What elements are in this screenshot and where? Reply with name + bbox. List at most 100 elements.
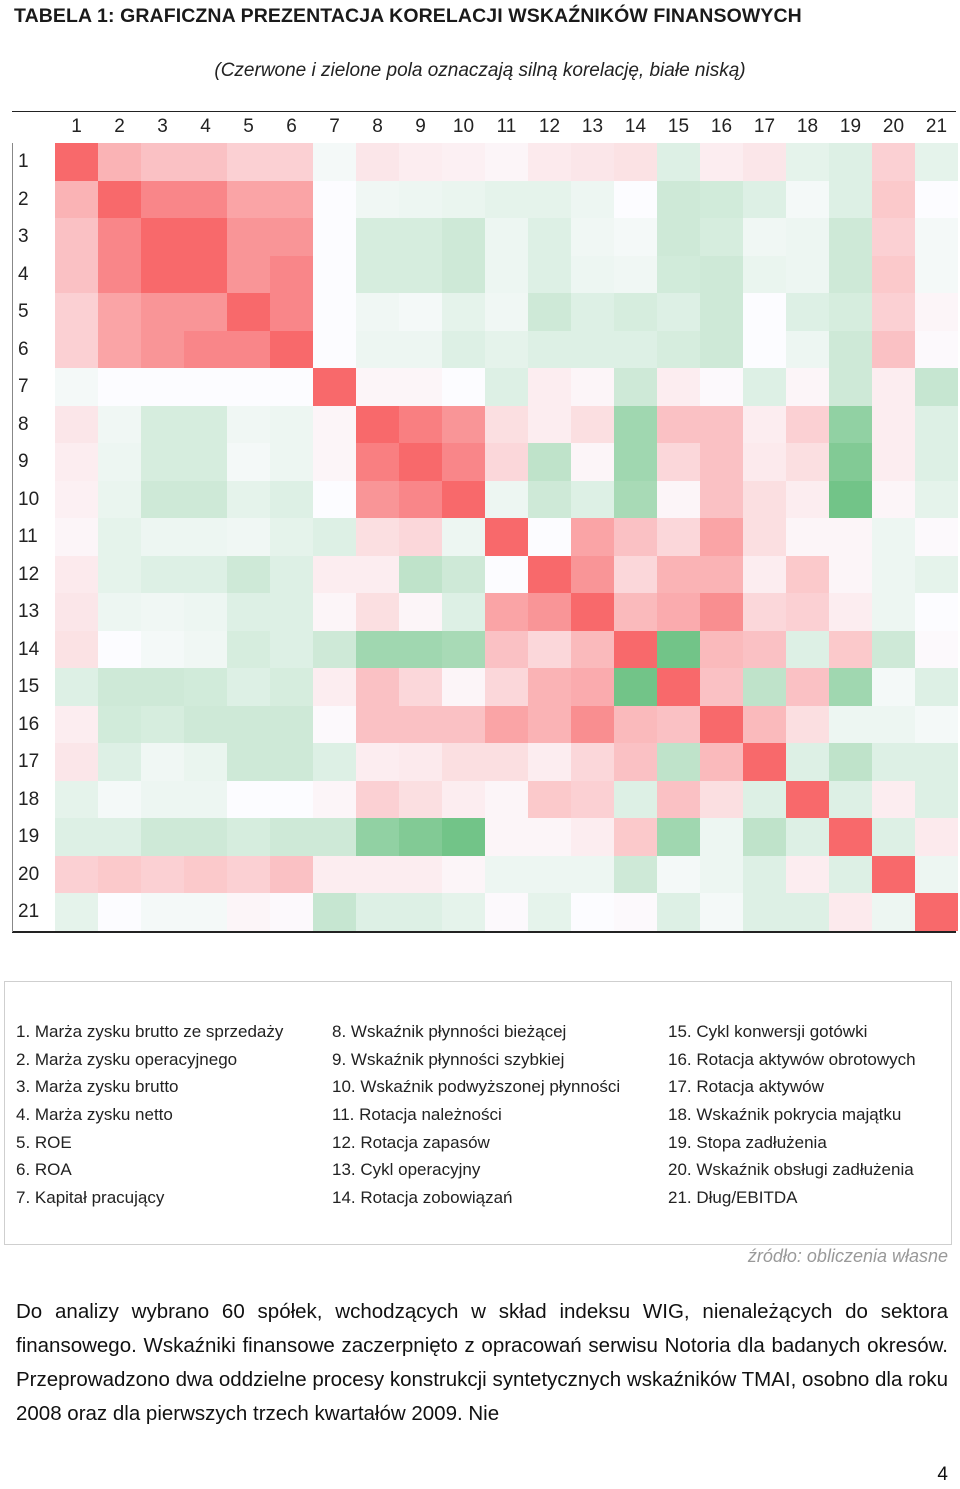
heatmap-cell xyxy=(571,480,614,519)
heatmap-cell xyxy=(442,668,485,706)
heatmap-cell xyxy=(356,855,399,894)
legend-item: 15. Cykl konwersji gotówki xyxy=(668,1022,868,1041)
heatmap-cell xyxy=(141,218,184,256)
heatmap-cell xyxy=(571,630,614,669)
heatmap-cell xyxy=(485,555,528,594)
column-header: 10 xyxy=(452,116,475,137)
column-header: 17 xyxy=(753,116,776,137)
heatmap-cell xyxy=(399,518,442,556)
heatmap-cell xyxy=(786,405,829,444)
row-header: 4 xyxy=(18,263,29,285)
heatmap-cell xyxy=(700,593,743,631)
heatmap-cell xyxy=(442,630,485,669)
heatmap-cell xyxy=(442,218,485,256)
heatmap-cell xyxy=(528,630,571,669)
heatmap-cell xyxy=(614,180,657,219)
heatmap-cell xyxy=(313,855,356,894)
heatmap-cell xyxy=(141,180,184,219)
heatmap-cell xyxy=(528,555,571,594)
heatmap-cell xyxy=(55,555,98,594)
column-header: 3 xyxy=(157,116,168,137)
heatmap-cell xyxy=(700,293,743,331)
column-header: 8 xyxy=(372,116,383,137)
heatmap-cell xyxy=(743,818,786,856)
heatmap-cell xyxy=(614,255,657,294)
heatmap-cell xyxy=(184,893,227,931)
heatmap-cell xyxy=(528,368,571,406)
heatmap-cell xyxy=(399,143,442,181)
heatmap-cell xyxy=(528,180,571,219)
heatmap-cell xyxy=(786,518,829,556)
heatmap-cell xyxy=(657,780,700,819)
heatmap-cell xyxy=(485,743,528,781)
heatmap-cell xyxy=(227,893,270,931)
heatmap-cell xyxy=(442,705,485,744)
heatmap-cell xyxy=(141,555,184,594)
heatmap-cell xyxy=(270,855,313,894)
heatmap-cell xyxy=(571,443,614,481)
heatmap-cell xyxy=(614,818,657,856)
heatmap-cell xyxy=(614,630,657,669)
heatmap-cell xyxy=(442,518,485,556)
heatmap-cell xyxy=(743,255,786,294)
legend-item: 21. Dług/EBITDA xyxy=(668,1188,798,1208)
heatmap-cell xyxy=(184,743,227,781)
legend-item: 10. Wskaźnik podwyższonej płynności xyxy=(332,1077,621,1097)
heatmap-cell xyxy=(356,143,399,181)
heatmap-cell xyxy=(442,405,485,444)
heatmap-cell xyxy=(485,330,528,369)
heatmap-cell xyxy=(399,668,442,706)
heatmap-cell xyxy=(98,255,141,294)
heatmap-cell xyxy=(829,405,872,444)
heatmap-cell xyxy=(270,705,313,744)
heatmap-cell xyxy=(700,180,743,219)
heatmap-cell xyxy=(657,743,700,781)
legend-item: 7. Kapitał pracujący xyxy=(16,1188,165,1208)
legend-item: 14. Rotacja zobowiązań xyxy=(332,1188,513,1208)
heatmap-cell xyxy=(829,480,872,519)
heatmap-cell xyxy=(227,480,270,519)
column-header: 2 xyxy=(114,116,125,137)
heatmap-cell xyxy=(786,818,829,856)
heatmap-cell xyxy=(872,368,915,406)
heatmap-cell xyxy=(270,780,313,819)
heatmap-cell xyxy=(55,593,98,631)
heatmap-cell xyxy=(657,255,700,294)
heatmap-cell xyxy=(571,893,614,931)
heatmap-cell xyxy=(872,705,915,744)
heatmap-cell xyxy=(700,705,743,744)
heatmap-cell xyxy=(829,443,872,481)
heatmap-cell xyxy=(872,855,915,894)
column-header: 4 xyxy=(200,116,211,137)
heatmap-left-rule xyxy=(12,143,13,932)
heatmap-cell xyxy=(700,480,743,519)
column-header: 16 xyxy=(710,116,733,137)
heatmap-cell xyxy=(399,743,442,781)
heatmap-cell xyxy=(356,255,399,294)
heatmap-cell xyxy=(657,818,700,856)
heatmap-cell xyxy=(528,143,571,181)
heatmap-cell xyxy=(227,630,270,669)
heatmap-cell xyxy=(915,368,958,406)
heatmap-cell xyxy=(915,818,958,856)
heatmap-cell xyxy=(571,330,614,369)
heatmap-cell xyxy=(270,255,313,294)
legend-item: 16. Rotacja aktywów obrotowych xyxy=(668,1049,916,1069)
body-paragraph: Do analizy wybrano 60 spółek, wchodzącyc… xyxy=(16,1300,948,1425)
heatmap-cell xyxy=(700,780,743,819)
heatmap-cell xyxy=(571,218,614,256)
heatmap-cell xyxy=(227,443,270,481)
heatmap-cell xyxy=(743,668,786,706)
heatmap-cell xyxy=(829,818,872,856)
heatmap-cell xyxy=(356,780,399,819)
heatmap-cell xyxy=(829,780,872,819)
heatmap-cell xyxy=(356,218,399,256)
heatmap-cell xyxy=(786,143,829,181)
heatmap-cell xyxy=(313,330,356,369)
heatmap-cell xyxy=(915,630,958,669)
heatmap-cell xyxy=(270,893,313,931)
heatmap-cell xyxy=(786,893,829,931)
heatmap-cell xyxy=(270,555,313,594)
heatmap-cell xyxy=(786,630,829,669)
legend-item: 20. Wskaźnik obsługi zadłużenia xyxy=(668,1160,914,1180)
